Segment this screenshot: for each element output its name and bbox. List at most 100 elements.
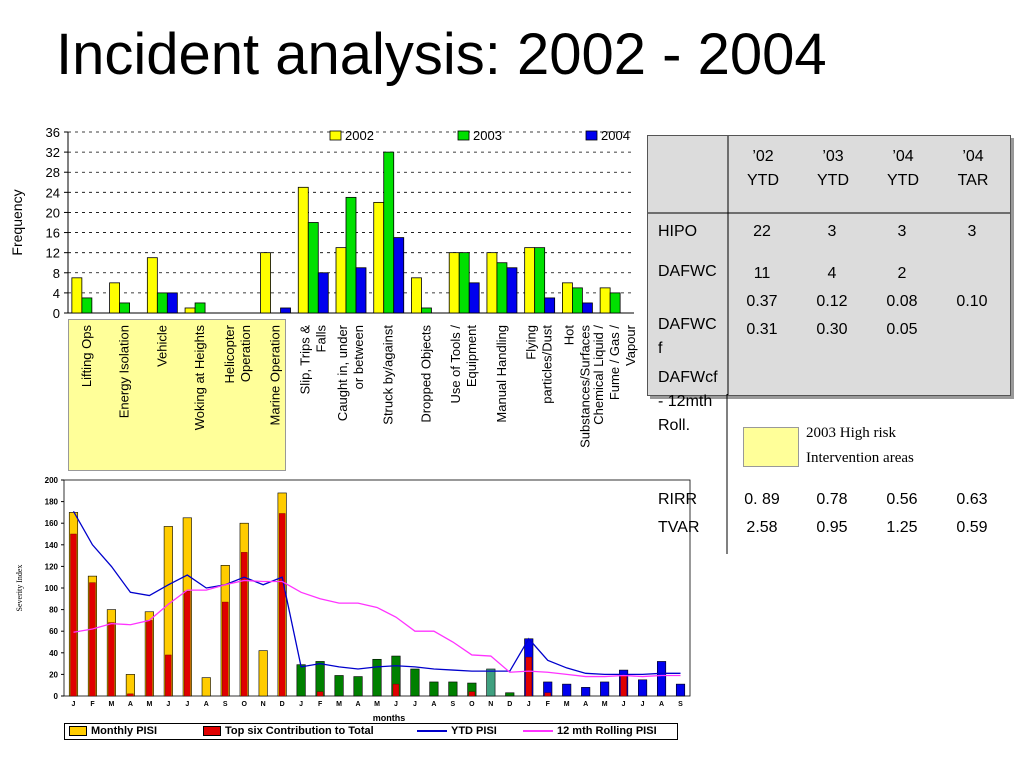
legend-monthly-pisi: Monthly PISI (69, 725, 157, 737)
category-label: Dropped Objects (418, 325, 433, 423)
row-label-tvar: TVAR (658, 519, 700, 536)
top-six-bar-9 (241, 552, 248, 697)
bar-2003-8 (383, 151, 395, 314)
ytd-pisi-line (72, 510, 681, 676)
legend-label-2003: 2003 (473, 128, 502, 143)
legend-line-icon (523, 730, 553, 732)
bar-2003-13 (572, 287, 583, 314)
top-six-bar-4 (146, 620, 153, 697)
legend-swatch-icon (329, 130, 342, 141)
month-label: J (527, 701, 531, 708)
y-tick-label: 0 (53, 306, 60, 321)
month-label: M (374, 701, 380, 708)
top-six-bar-13 (316, 691, 324, 697)
month-label: M (109, 701, 115, 708)
top-six-bar-6 (184, 591, 191, 697)
table-cell-r6-03-ytd: 0.95 (816, 519, 848, 536)
category-label: Energy Isolation (117, 325, 132, 418)
y-tick-label: 40 (49, 649, 58, 658)
bar-2004-8 (393, 237, 405, 314)
bar-2002-12 (524, 247, 536, 314)
month-label: J (413, 701, 417, 708)
legend-label-2002: 2002 (345, 128, 374, 143)
table-cell-r1-04-ytd: 2 (897, 265, 907, 282)
table-cell-r1-03-ytd: 4 (827, 265, 837, 282)
month-label: S (451, 701, 456, 708)
y-tick-label: 200 (45, 476, 59, 485)
top-six-bar-3 (127, 693, 134, 697)
month-label: S (223, 701, 228, 708)
row-label-dafwc: DAFWC (658, 263, 717, 280)
legend-swatch-icon (457, 130, 470, 141)
y-tick-label: 100 (45, 584, 59, 593)
month-label: M (146, 701, 152, 708)
row-label-hipo: HIPO (658, 223, 698, 240)
category-label: Lifting Ops (79, 325, 94, 388)
top-six-bar-21 (468, 691, 476, 697)
category-label: Manual Handling (494, 325, 509, 423)
monthly-pisi-bar-12 (296, 664, 306, 697)
bar-2003-11 (496, 262, 508, 314)
month-label: J (185, 701, 189, 708)
top-six-bar-5 (165, 654, 172, 697)
table-cell-r6-04-ytd: 1.25 (886, 519, 918, 536)
legend-swatch-icon (585, 130, 598, 141)
month-label: N (488, 701, 493, 708)
table-cell-r5-02-ytd: 0. 89 (744, 491, 780, 508)
bar-2002-13 (562, 282, 573, 314)
table-cell-r6-02-ytd: 2.58 (746, 519, 778, 536)
month-label: F (546, 701, 551, 708)
bar-2003-7 (345, 196, 357, 314)
kpi-table: ’02 YTD ’03 YTD ’04 YTD ’04 TAR (647, 135, 1011, 396)
bar-2002-9 (411, 277, 422, 314)
legend-rolling-pisi: 12 mth Rolling PISI (523, 725, 657, 737)
severity-chart-legend: Monthly PISI Top six Contribution to Tot… (64, 723, 678, 740)
y-tick-label: 36 (46, 125, 60, 140)
monthly-pisi-bar-7 (201, 677, 211, 697)
month-label: M (564, 701, 570, 708)
monthly-pisi-bar-14 (334, 675, 344, 697)
month-label: O (469, 701, 475, 708)
bar-2002-5 (260, 252, 271, 314)
table-cell-r2-02-ytd: 0.37 (746, 293, 778, 310)
top-six-bar-29 (620, 674, 627, 697)
table-cell-r5-04-ytd: 0.56 (886, 491, 918, 508)
table-cell-r0-03-ytd: 3 (827, 223, 837, 240)
bar-2003-1 (119, 302, 130, 314)
month-label: M (336, 701, 342, 708)
bar-2002-3 (184, 307, 196, 314)
month-label: M (602, 701, 608, 708)
month-label: A (355, 701, 360, 708)
category-label: HotSubstances/Surfaces (561, 325, 592, 448)
table-grid-lines (648, 136, 1010, 395)
bar-2003-10 (458, 252, 470, 314)
category-label: Struck by/against (381, 325, 396, 425)
top-six-bar-11 (278, 513, 286, 697)
month-label: A (583, 701, 588, 708)
month-label: A (204, 701, 209, 708)
legend-label-2004: 2004 (601, 128, 630, 143)
month-label: N (261, 701, 266, 708)
bar-2004-10 (468, 282, 480, 314)
top-six-bar-17 (392, 683, 400, 697)
table-cell-r6-04-tar: 0.59 (956, 519, 988, 536)
category-label: Chemical Liquid /Fume / Gas /Vapour (591, 324, 638, 424)
bar-2004-12 (544, 297, 556, 314)
table-cell-r3-04-ytd: 0.05 (886, 321, 918, 338)
y-tick-label: 180 (45, 498, 59, 507)
bar-2004-11 (506, 267, 518, 314)
y-tick-label: 16 (46, 226, 60, 241)
top-six-bar-25 (544, 692, 551, 697)
table-header-03-ytd: ’03 YTD (817, 148, 849, 189)
monthly-pisi-bar-27 (581, 687, 591, 697)
month-label: F (90, 701, 95, 708)
bar-2004-13 (582, 302, 593, 314)
legend-line-icon (417, 730, 447, 732)
monthly-pisi-bar-32 (675, 683, 686, 697)
monthly-pisi-bar-31 (656, 661, 667, 697)
high-risk-category-highlight (68, 319, 286, 471)
table-cell-r2-04-ytd: 0.08 (886, 293, 918, 310)
high-risk-key-swatch (743, 427, 799, 467)
bar-2002-14 (599, 287, 611, 314)
bar-2004-2 (166, 292, 178, 314)
